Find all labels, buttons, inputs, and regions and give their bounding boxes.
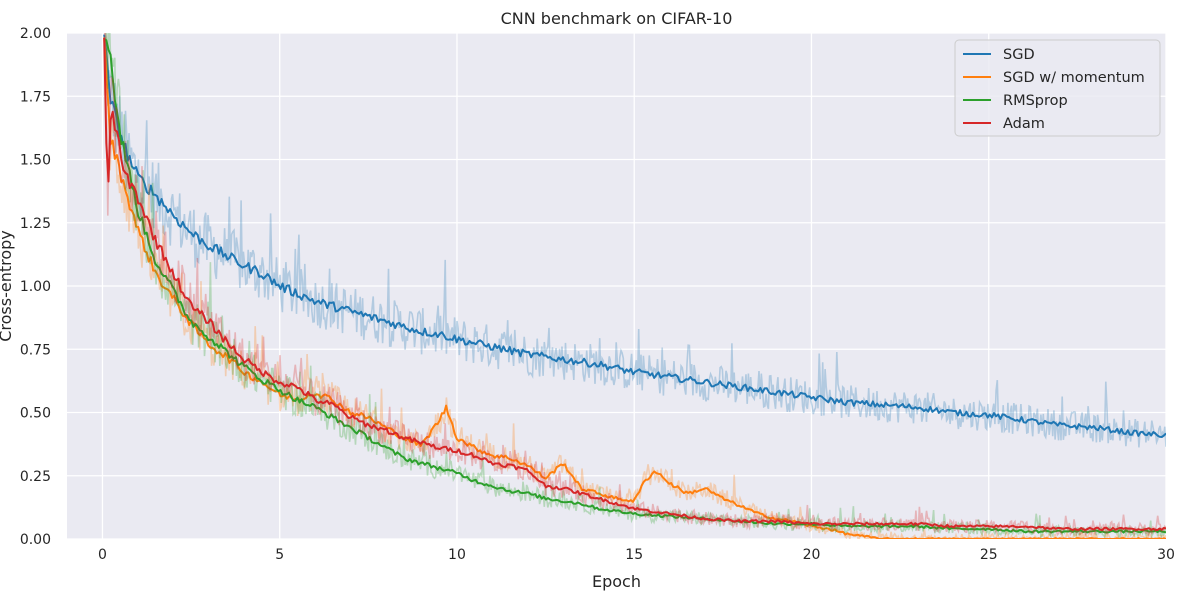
series-lines <box>103 33 1166 539</box>
legend-label: SGD w/ momentum <box>1003 70 1145 86</box>
y-tick-label: 0.00 <box>20 532 51 548</box>
series-raw-line <box>104 33 1166 448</box>
y-tick-label: 1.75 <box>20 89 51 105</box>
tick-labels: 0 5 10 15 20 25 30 0.00 0.25 0.50 0.75 1.00 1.25 1.50… <box>20 26 1175 563</box>
y-tick-label: 0.25 <box>20 469 51 485</box>
legend-box <box>954 39 1161 137</box>
series-line <box>103 34 1166 438</box>
series-line <box>103 38 1166 534</box>
y-tick-label: 1.25 <box>20 216 51 232</box>
y-tick-label: 0.50 <box>20 406 51 422</box>
y-tick-label: 1.50 <box>20 153 51 169</box>
x-tick-label: 10 <box>448 547 466 563</box>
legend-label: RMSprop <box>1003 93 1068 109</box>
x-tick-label: 25 <box>980 547 998 563</box>
y-tick-label: 2.00 <box>20 26 51 42</box>
y-tick-label: 0.75 <box>20 342 51 358</box>
legend: SGD SGD w/ momentum RMSprop Adam <box>954 39 1161 137</box>
y-axis-label: Cross-entropy <box>0 230 15 342</box>
x-tick-label: 15 <box>625 547 643 563</box>
series-line <box>103 37 1166 531</box>
x-tick-label: 0 <box>98 547 107 563</box>
y-tick-label: 1.00 <box>20 279 51 295</box>
x-tick-label: 30 <box>1157 547 1175 563</box>
chart-title: CNN benchmark on CIFAR-10 <box>501 9 733 28</box>
x-axis-label: Epoch <box>592 572 641 591</box>
x-tick-label: 5 <box>275 547 284 563</box>
legend-label: Adam <box>1003 116 1045 132</box>
x-tick-label: 20 <box>803 547 821 563</box>
legend-label: SGD <box>1003 47 1035 63</box>
series-line <box>103 37 1166 539</box>
series-raw-line <box>104 33 1166 539</box>
